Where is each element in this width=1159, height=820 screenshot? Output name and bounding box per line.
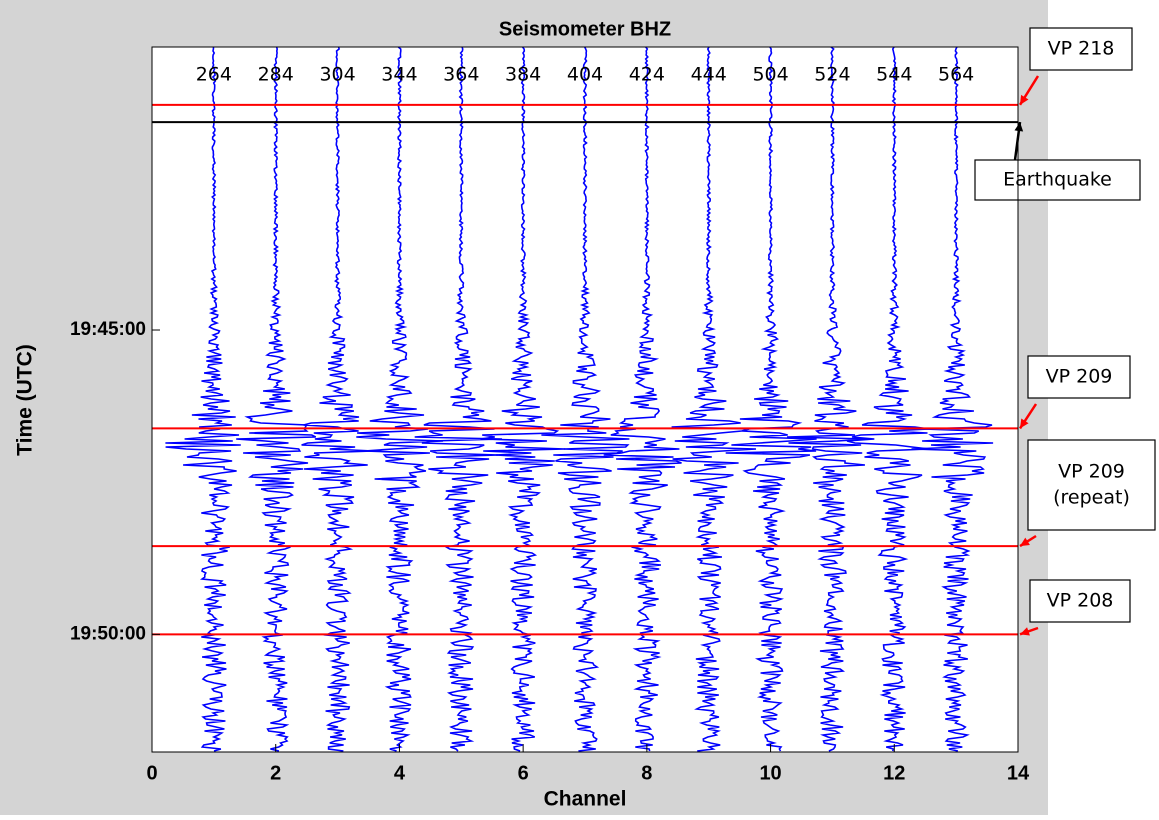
x-tick-label: 8 — [641, 762, 652, 784]
trace-label: 544 — [876, 64, 912, 86]
annotation-arrowhead — [1020, 537, 1030, 547]
y-tick-label: 19:45:00 — [70, 319, 146, 340]
x-tick-label: 6 — [518, 762, 529, 784]
trace-label: 284 — [258, 64, 294, 86]
annotation-arrowhead — [1014, 122, 1024, 132]
annotation-text: VP 218 — [1048, 38, 1115, 60]
trace-label: 384 — [505, 64, 541, 86]
x-axis-label: Channel — [544, 788, 627, 811]
annotation-text: VP 209 — [1058, 461, 1125, 483]
annotation-text: VP 209 — [1046, 366, 1113, 388]
annotation-box — [974, 159, 1141, 201]
x-tick-label: 14 — [1007, 762, 1030, 784]
chart-title: Seismometer BHZ — [499, 18, 671, 40]
trace-label: 404 — [567, 64, 603, 86]
annotation-arrowhead — [1020, 418, 1029, 429]
y-tick-label: 19:50:00 — [70, 623, 146, 644]
trace-label: 424 — [629, 64, 665, 86]
annotation-text: VP 208 — [1047, 590, 1114, 612]
trace-label: 504 — [752, 64, 788, 86]
x-tick-label: 0 — [146, 762, 157, 784]
trace-label: 364 — [443, 64, 479, 86]
annotation-box — [1029, 579, 1131, 623]
trace-label: 444 — [691, 64, 727, 86]
trace-label: 524 — [814, 64, 850, 86]
annotation-box — [1027, 355, 1131, 399]
trace-label: 264 — [196, 64, 232, 86]
annotation-text: Earthquake — [1003, 169, 1112, 191]
annotation-text: (repeat) — [1053, 487, 1130, 509]
trace-label: 564 — [938, 64, 974, 86]
annotation-box — [1027, 439, 1156, 531]
annotation-box — [1029, 27, 1133, 71]
trace-label: 304 — [319, 64, 355, 86]
y-axis-label: Time (UTC) — [14, 344, 37, 456]
annotation-arrowhead — [1020, 94, 1029, 105]
trace-label: 344 — [381, 64, 417, 86]
events: VP 218 Earthquake VP 209 VP 209 (repeat) VP 2… — [152, 27, 1156, 636]
x-tick-label: 10 — [759, 762, 781, 784]
axes-frame — [151, 46, 1019, 753]
x-tick-label: 4 — [394, 762, 406, 784]
x-tick-label: 12 — [883, 762, 905, 784]
x-tick-label: 2 — [270, 762, 281, 784]
annotation-arrowhead — [1020, 627, 1030, 636]
